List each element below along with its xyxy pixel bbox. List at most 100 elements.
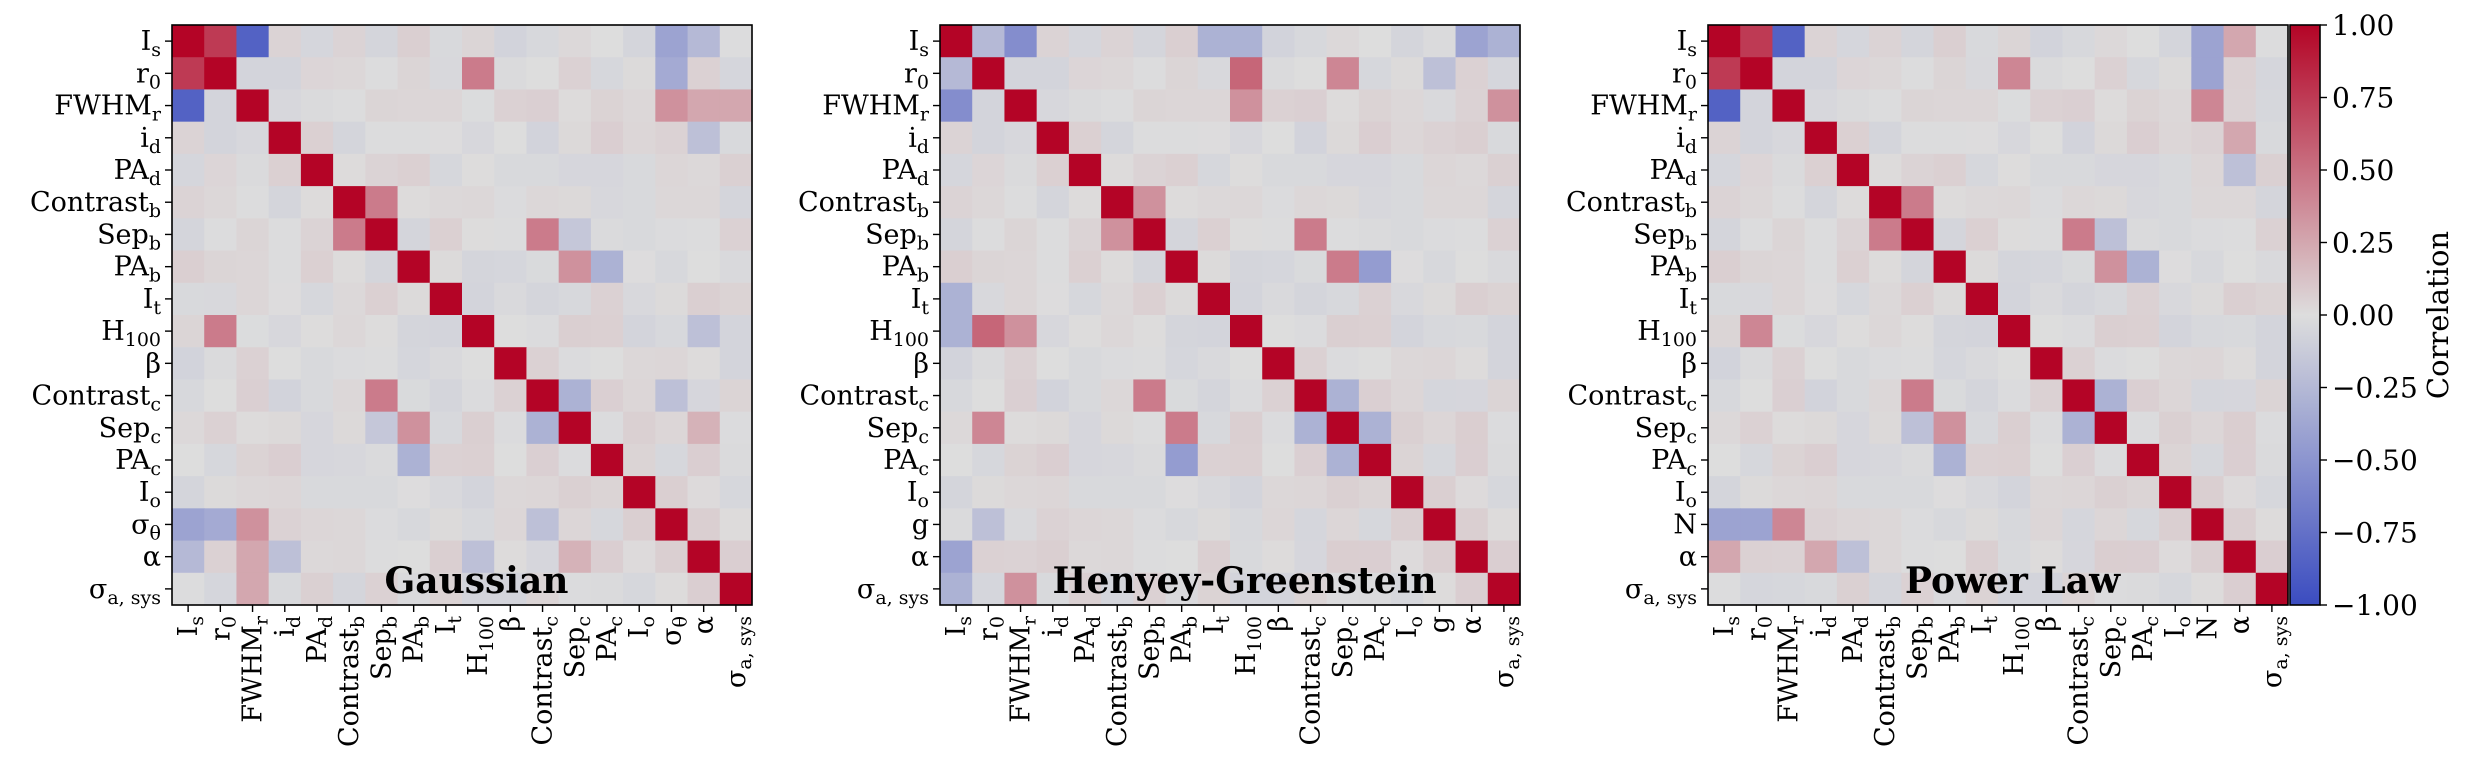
heatmap-cell — [1262, 476, 1296, 509]
heatmap-cell — [1998, 186, 2031, 219]
heatmap-cell — [655, 572, 689, 606]
heatmap-cell — [1708, 121, 1741, 155]
heatmap-cell — [1326, 218, 1360, 252]
heatmap-cell — [1165, 153, 1199, 187]
x-tick-label: Is — [173, 616, 208, 636]
heatmap-cell — [1998, 411, 2031, 445]
heatmap-cell — [1068, 443, 1102, 477]
heatmap-cell — [2094, 379, 2128, 413]
heatmap-cell — [2191, 25, 2225, 58]
x-tick-label: σa, sys — [2257, 616, 2292, 688]
heatmap-cell — [1358, 153, 1392, 187]
heatmap-cell — [558, 540, 592, 574]
heatmap-cell — [1772, 153, 1806, 187]
heatmap-cell — [397, 315, 431, 348]
heatmap-cell — [526, 89, 560, 123]
heatmap-cell — [2126, 186, 2160, 219]
heatmap-cell — [172, 89, 205, 123]
heatmap-cell — [1197, 379, 1231, 413]
y-tick-label: Io — [139, 477, 161, 512]
heatmap-cell — [397, 443, 431, 477]
heatmap-cell — [972, 57, 1006, 91]
y-tick-label: Io — [907, 477, 929, 512]
heatmap-cell — [2062, 508, 2096, 542]
heatmap-cell — [1869, 250, 1902, 284]
heatmap-cell — [494, 282, 528, 316]
heatmap-cell — [972, 186, 1006, 219]
heatmap-cell — [1165, 186, 1199, 219]
heatmap-cell — [2223, 250, 2257, 284]
heatmap-cell — [1836, 411, 1870, 445]
heatmap-cell — [1326, 476, 1360, 509]
heatmap-cell — [1740, 282, 1774, 316]
x-tick-label: PAc — [592, 616, 627, 662]
heatmap-cell — [1133, 347, 1167, 381]
heatmap-cell — [2255, 411, 2289, 445]
heatmap-cell — [1101, 347, 1134, 381]
heatmap-cell — [719, 25, 753, 58]
heatmap-cell — [1262, 540, 1296, 574]
heatmap-cell — [1262, 572, 1296, 606]
heatmap-cell — [1965, 121, 1999, 155]
heatmap-cell — [526, 25, 560, 58]
heatmap-cell — [558, 186, 592, 219]
heatmap-cell — [268, 153, 302, 187]
heatmap-cell — [1740, 379, 1774, 413]
plot-frame — [171, 24, 753, 606]
heatmap-cell — [2191, 315, 2225, 348]
heatmap-cell — [1262, 347, 1296, 381]
heatmap-cell — [1230, 411, 1263, 445]
heatmap-cell — [1836, 347, 1870, 381]
y-tick-label: Is — [1677, 26, 1697, 61]
x-tick-label: Io — [624, 616, 659, 638]
heatmap-cell — [590, 121, 624, 155]
heatmap-cell — [558, 411, 592, 445]
heatmap-cell — [300, 121, 334, 155]
heatmap-cell — [2126, 25, 2160, 58]
heatmap-cell — [655, 315, 689, 348]
heatmap-cell — [1133, 443, 1167, 477]
x-tick-label: It — [1199, 616, 1234, 635]
heatmap-cell — [972, 476, 1006, 509]
heatmap-cell — [687, 250, 721, 284]
heatmap-panel-2: IsIsr0r0FWHMrFWHMrididPAdPAdContrastbCon… — [798, 24, 1524, 747]
x-tick-label: Contrastc — [1296, 616, 1331, 746]
heatmap-cell — [172, 379, 205, 413]
heatmap-cell — [397, 411, 431, 445]
heatmap-cell — [655, 89, 689, 123]
heatmap-cell — [2030, 89, 2064, 123]
y-tick-label: Io — [1675, 477, 1697, 512]
x-tick-label: id — [1806, 616, 1841, 637]
heatmap-cell — [2030, 250, 2064, 284]
heatmap-cell — [1133, 476, 1167, 509]
heatmap-cell — [2030, 153, 2064, 187]
x-tick-label: PAd — [302, 616, 337, 663]
heatmap-cell — [1901, 540, 1935, 574]
heatmap-cell — [1036, 25, 1070, 58]
heatmap-cell — [1004, 89, 1038, 123]
heatmap-cell — [1869, 89, 1902, 123]
heatmap-cell — [1133, 25, 1167, 58]
heatmap-cell — [2191, 572, 2225, 606]
heatmap-cell — [719, 411, 753, 445]
x-tick-label: PAd — [1070, 616, 1105, 663]
heatmap-cell — [1133, 315, 1167, 348]
heatmap-cell — [1197, 121, 1231, 155]
heatmap-cell — [333, 186, 366, 219]
heatmap-cell — [429, 508, 463, 542]
colorbar-gradient — [2289, 24, 2321, 606]
heatmap-cell — [687, 186, 721, 219]
heatmap-cell — [333, 347, 366, 381]
heatmap-cell — [1036, 218, 1070, 252]
heatmap-cell — [1165, 218, 1199, 252]
heatmap-cell — [1740, 57, 1774, 91]
heatmap-cell — [2062, 347, 2096, 381]
heatmap-cell — [1901, 186, 1935, 219]
heatmap-cell — [687, 476, 721, 509]
heatmap-cell — [1836, 315, 1870, 348]
heatmap-cell — [172, 186, 205, 219]
heatmap-cell — [1869, 121, 1902, 155]
heatmap-cell — [1133, 186, 1167, 219]
heatmap-cell — [2030, 57, 2064, 91]
heatmap-cell — [1358, 218, 1392, 252]
